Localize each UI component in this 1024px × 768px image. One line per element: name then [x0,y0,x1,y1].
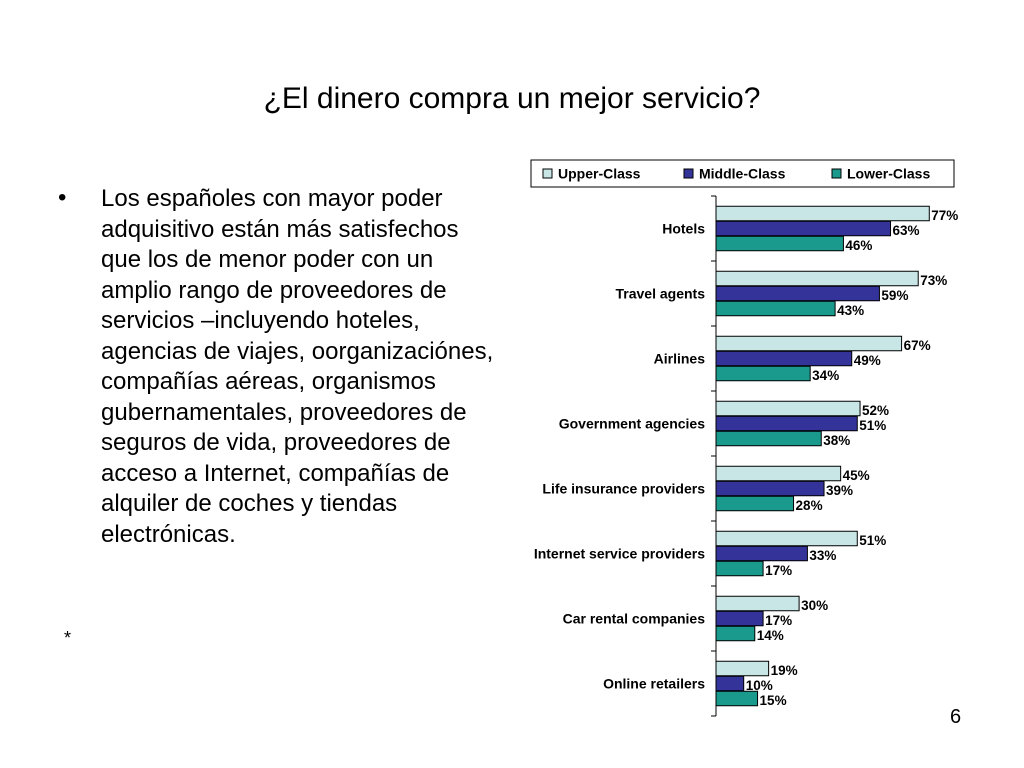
category-label-airlines: Airlines [654,351,706,367]
bar-airlines-upper-class [715,335,903,352]
legend-swatch-upper-class [542,168,553,179]
footnote: * [64,628,72,648]
bar-government-agencies-upper-class [715,400,861,417]
data-label-hotels-lower-class: 46% [845,238,872,253]
bar-hotels-lower-class [715,235,844,252]
data-label-hotels-upper-class: 77% [931,208,958,223]
data-label-online-retailers-lower-class: 15% [760,693,787,708]
data-label-government-agencies-upper-class: 52% [862,403,889,418]
data-label-car-rental-companies-upper-class: 30% [801,598,828,613]
data-label-online-retailers-upper-class: 19% [771,663,798,678]
bar-car-rental-companies-middle-class [715,610,764,627]
bar-airlines-lower-class [715,365,811,382]
data-label-airlines-lower-class: 34% [812,368,839,383]
data-label-life-insurance-providers-middle-class: 39% [826,483,853,498]
page-number: 6 [950,706,962,728]
bar-hotels-upper-class [715,205,930,222]
legend-swatch-middle-class [683,168,694,179]
data-label-online-retailers-middle-class: 10% [746,678,773,693]
legend-label-lower-class: Lower-Class [847,166,930,182]
bar-life-insurance-providers-upper-class [715,465,842,482]
bar-car-rental-companies-lower-class [715,625,756,642]
bar-internet-service-providers-lower-class [715,560,764,577]
data-label-government-agencies-middle-class: 51% [859,418,886,433]
bar-online-retailers-upper-class [715,660,770,677]
legend-label-upper-class: Upper-Class [558,166,641,182]
data-label-government-agencies-lower-class: 38% [823,433,850,448]
bar-travel-agents-lower-class [715,300,836,317]
bar-internet-service-providers-middle-class [715,545,808,562]
data-label-airlines-upper-class: 67% [904,338,931,353]
bar-travel-agents-upper-class [715,270,919,287]
data-label-life-insurance-providers-lower-class: 28% [796,498,823,513]
data-label-internet-service-providers-middle-class: 33% [809,548,836,563]
bar-online-retailers-lower-class [715,690,759,707]
bullet-text: Los españoles con mayor poder adquisitiv… [101,185,494,548]
category-label-car-rental-companies: Car rental companies [563,611,706,627]
bar-hotels-middle-class [715,220,892,237]
bar-government-agencies-lower-class [715,430,822,447]
bullet-marker: • [58,184,67,211]
data-label-airlines-middle-class: 49% [854,353,881,368]
category-label-online-retailers: Online retailers [603,676,705,692]
category-label-travel-agents: Travel agents [616,286,706,302]
data-label-car-rental-companies-middle-class: 17% [765,613,792,628]
data-label-hotels-middle-class: 63% [893,223,920,238]
data-label-travel-agents-middle-class: 59% [881,288,908,303]
bar-car-rental-companies-upper-class [715,595,800,612]
category-label-life-insurance-providers: Life insurance providers [542,481,705,497]
bar-internet-service-providers-upper-class [715,530,858,547]
data-label-internet-service-providers-upper-class: 51% [859,533,886,548]
legend-label-middle-class: Middle-Class [699,166,786,182]
data-label-car-rental-companies-lower-class: 14% [757,628,784,643]
bar-life-insurance-providers-lower-class [715,495,795,512]
legend-box [530,159,955,188]
legend-swatch-lower-class [831,168,842,179]
bar-travel-agents-middle-class [715,285,880,302]
bar-life-insurance-providers-middle-class [715,480,825,497]
data-label-travel-agents-upper-class: 73% [920,273,947,288]
bar-airlines-middle-class [715,350,853,367]
category-label-government-agencies: Government agencies [559,416,705,432]
category-label-hotels: Hotels [662,221,705,237]
data-label-life-insurance-providers-upper-class: 45% [843,468,870,483]
slide-title: ¿El dinero compra un mejor servicio? [263,82,761,115]
bar-government-agencies-middle-class [715,415,858,432]
data-label-travel-agents-lower-class: 43% [837,303,864,318]
bar-online-retailers-middle-class [715,675,745,692]
data-label-internet-service-providers-lower-class: 17% [765,563,792,578]
category-label-internet-service-providers: Internet service providers [534,546,705,562]
